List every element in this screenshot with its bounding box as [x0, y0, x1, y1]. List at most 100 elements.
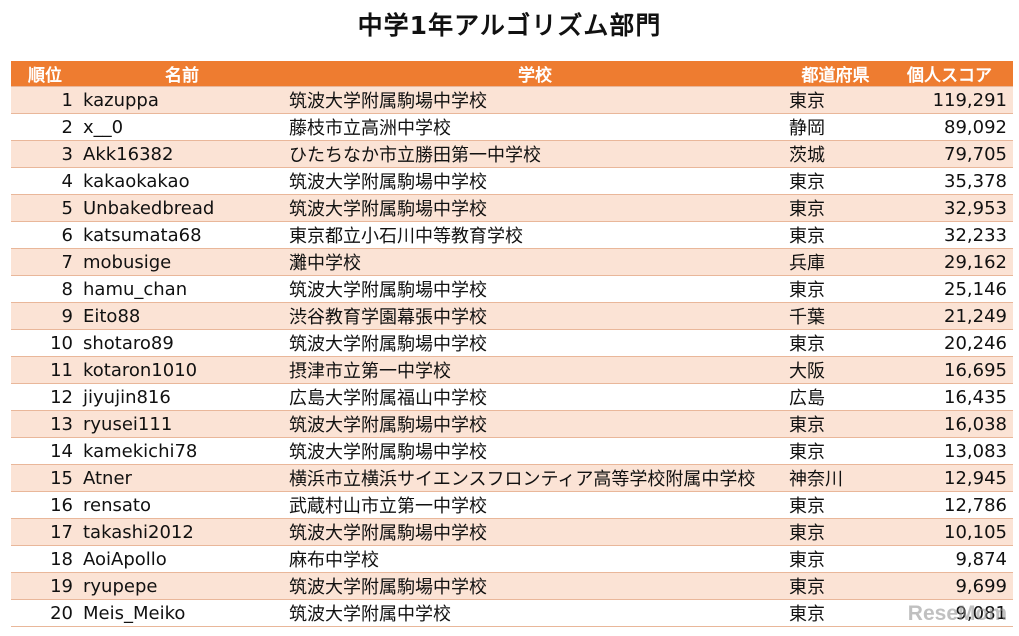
- cell-school: 横浜市立横浜サイエンスフロンティア高等学校附属中学校: [285, 464, 785, 492]
- cell-school: 筑波大学附属駒場中学校: [285, 86, 785, 114]
- table-row: 14 kamekichi78 筑波大学附属駒場中学校 東京 13,083: [11, 437, 1013, 465]
- cell-score: 20,246: [886, 329, 1013, 357]
- cell-name: ryupepe: [79, 572, 285, 600]
- cell-school: 筑波大学附属駒場中学校: [285, 572, 785, 600]
- cell-name: shotaro89: [79, 329, 285, 357]
- table-row: 19 ryupepe 筑波大学附属駒場中学校 東京 9,699: [11, 572, 1013, 600]
- table-header-row: 順位 名前 学校 都道府県 個人スコア: [11, 61, 1013, 87]
- cell-name: kamekichi78: [79, 437, 285, 465]
- cell-prefecture: 東京: [785, 437, 886, 465]
- cell-name: Meis_Meiko: [79, 599, 285, 627]
- cell-score: 16,695: [886, 356, 1013, 384]
- cell-prefecture: 静岡: [785, 113, 886, 141]
- cell-name: hamu_chan: [79, 275, 285, 303]
- cell-score: 9,081: [886, 599, 1013, 627]
- cell-prefecture: 東京: [785, 572, 886, 600]
- cell-school: 筑波大学附属駒場中学校: [285, 194, 785, 222]
- cell-score: 9,699: [886, 572, 1013, 600]
- header-rank: 順位: [11, 61, 79, 87]
- cell-name: kazuppa: [79, 86, 285, 114]
- cell-rank: 8: [11, 275, 79, 303]
- cell-prefecture: 広島: [785, 383, 886, 411]
- cell-name: Akk16382: [79, 140, 285, 168]
- cell-school: ひたちなか市立勝田第一中学校: [285, 140, 785, 168]
- header-prefecture: 都道府県: [785, 61, 886, 87]
- cell-school: 筑波大学附属駒場中学校: [285, 518, 785, 546]
- cell-school: 筑波大学附属中学校: [285, 599, 785, 627]
- table-row: 1 kazuppa 筑波大学附属駒場中学校 東京 119,291: [11, 86, 1013, 114]
- page-title: 中学1年アルゴリズム部門: [357, 11, 662, 40]
- cell-rank: 18: [11, 545, 79, 573]
- table-row: 3 Akk16382 ひたちなか市立勝田第一中学校 茨城 79,705: [11, 140, 1013, 168]
- cell-rank: 14: [11, 437, 79, 465]
- cell-score: 16,435: [886, 383, 1013, 411]
- cell-score: 79,705: [886, 140, 1013, 168]
- table-row: 2 x__0 藤枝市立高洲中学校 静岡 89,092: [11, 113, 1013, 141]
- cell-rank: 15: [11, 464, 79, 492]
- cell-name: Unbakedbread: [79, 194, 285, 222]
- cell-name: katsumata68: [79, 221, 285, 249]
- cell-prefecture: 東京: [785, 518, 886, 546]
- cell-name: ryusei111: [79, 410, 285, 438]
- cell-score: 119,291: [886, 86, 1013, 114]
- table-row: 10 shotaro89 筑波大学附属駒場中学校 東京 20,246: [11, 329, 1013, 357]
- cell-prefecture: 東京: [785, 194, 886, 222]
- cell-score: 29,162: [886, 248, 1013, 276]
- cell-name: takashi2012: [79, 518, 285, 546]
- cell-score: 12,786: [886, 491, 1013, 519]
- table-row: 17 takashi2012 筑波大学附属駒場中学校 東京 10,105: [11, 518, 1013, 546]
- cell-score: 13,083: [886, 437, 1013, 465]
- cell-rank: 17: [11, 518, 79, 546]
- cell-score: 10,105: [886, 518, 1013, 546]
- cell-name: kotaron1010: [79, 356, 285, 384]
- cell-name: mobusige: [79, 248, 285, 276]
- cell-score: 9,874: [886, 545, 1013, 573]
- cell-rank: 4: [11, 167, 79, 195]
- cell-rank: 12: [11, 383, 79, 411]
- cell-rank: 1: [11, 86, 79, 114]
- cell-rank: 2: [11, 113, 79, 141]
- table-row: 12 jiyujin816 広島大学附属福山中学校 広島 16,435: [11, 383, 1013, 411]
- cell-prefecture: 千葉: [785, 302, 886, 330]
- cell-rank: 3: [11, 140, 79, 168]
- cell-school: 筑波大学附属駒場中学校: [285, 329, 785, 357]
- cell-prefecture: 東京: [785, 167, 886, 195]
- cell-score: 16,038: [886, 410, 1013, 438]
- cell-name: jiyujin816: [79, 383, 285, 411]
- cell-score: 35,378: [886, 167, 1013, 195]
- cell-rank: 7: [11, 248, 79, 276]
- cell-prefecture: 東京: [785, 599, 886, 627]
- cell-rank: 16: [11, 491, 79, 519]
- cell-score: 89,092: [886, 113, 1013, 141]
- cell-prefecture: 茨城: [785, 140, 886, 168]
- cell-score: 25,146: [886, 275, 1013, 303]
- cell-score: 12,945: [886, 464, 1013, 492]
- table-row: 13 ryusei111 筑波大学附属駒場中学校 東京 16,038: [11, 410, 1013, 438]
- cell-score: 32,953: [886, 194, 1013, 222]
- cell-name: Eito88: [79, 302, 285, 330]
- cell-school: 灘中学校: [285, 248, 785, 276]
- cell-name: Atner: [79, 464, 285, 492]
- table-row: 6 katsumata68 東京都立小石川中等教育学校 東京 32,233: [11, 221, 1013, 249]
- cell-prefecture: 東京: [785, 545, 886, 573]
- cell-rank: 9: [11, 302, 79, 330]
- header-school: 学校: [285, 61, 785, 87]
- table-row: 18 AoiApollo 麻布中学校 東京 9,874: [11, 545, 1013, 573]
- table-row: 7 mobusige 灘中学校 兵庫 29,162: [11, 248, 1013, 276]
- table-row: 16 rensato 武蔵村山市立第一中学校 東京 12,786: [11, 491, 1013, 519]
- cell-rank: 10: [11, 329, 79, 357]
- table-row: 4 kakaokakao 筑波大学附属駒場中学校 東京 35,378: [11, 167, 1013, 195]
- cell-rank: 11: [11, 356, 79, 384]
- cell-prefecture: 兵庫: [785, 248, 886, 276]
- cell-school: 摂津市立第一中学校: [285, 356, 785, 384]
- table-row: 15 Atner 横浜市立横浜サイエンスフロンティア高等学校附属中学校 神奈川 12,9…: [11, 464, 1013, 492]
- cell-name: AoiApollo: [79, 545, 285, 573]
- table-row: 20 Meis_Meiko 筑波大学附属中学校 東京 9,081: [11, 599, 1013, 627]
- cell-name: x__0: [79, 113, 285, 141]
- cell-school: 筑波大学附属駒場中学校: [285, 167, 785, 195]
- cell-school: 筑波大学附属駒場中学校: [285, 410, 785, 438]
- cell-score: 32,233: [886, 221, 1013, 249]
- cell-prefecture: 東京: [785, 491, 886, 519]
- header-name: 名前: [79, 61, 285, 87]
- cell-prefecture: 東京: [785, 329, 886, 357]
